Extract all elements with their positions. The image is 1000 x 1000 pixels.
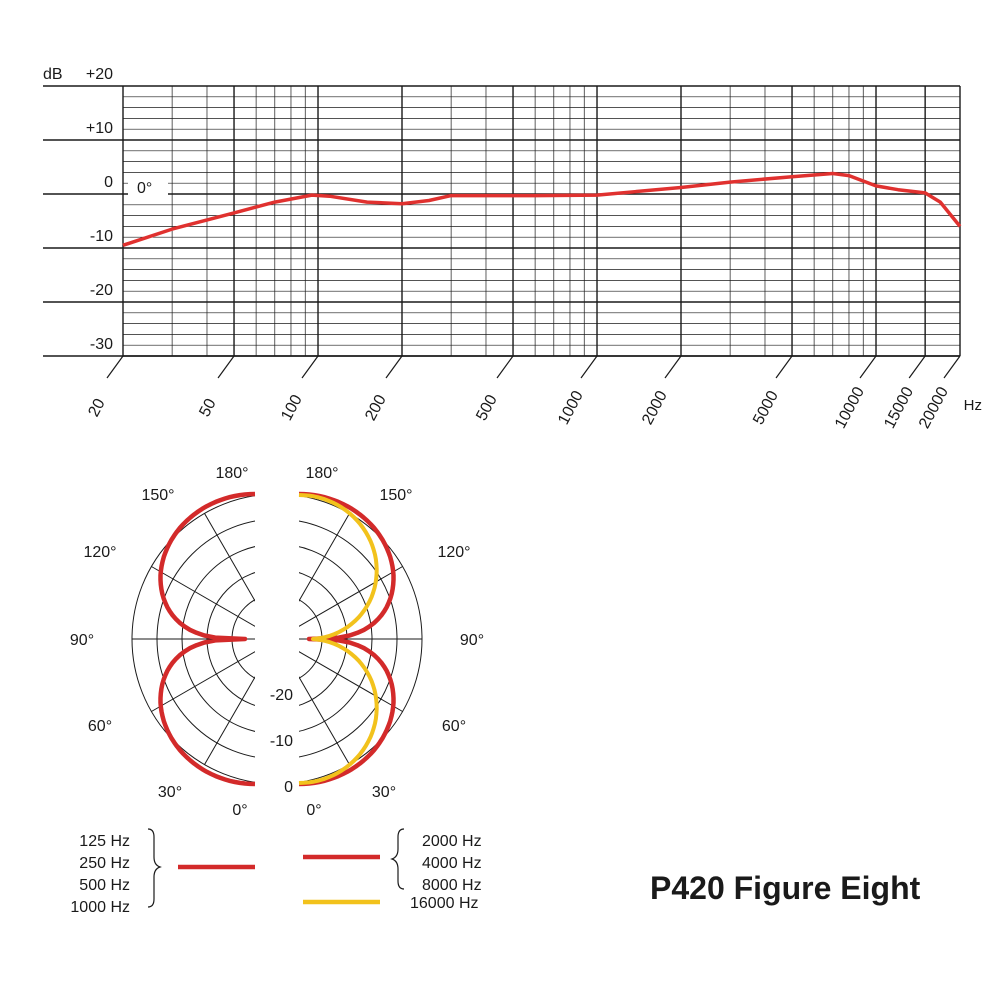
x-tick-mark bbox=[859, 355, 877, 379]
x-tick-mark bbox=[775, 355, 793, 379]
x-tick-label: 200 bbox=[362, 392, 390, 424]
x-tick-mark bbox=[106, 355, 124, 379]
polar-curve-left-figure-eight bbox=[158, 491, 256, 787]
frequency-response-chart: +20 +10 0 -10 -20 -30 dB 20 50 100 200 500 1000 2000 5… bbox=[43, 66, 982, 432]
polar-curve-right-figure-eight bbox=[298, 491, 396, 787]
legend-item-left: 250 Hz bbox=[79, 855, 130, 872]
x-tick-mark bbox=[943, 355, 961, 379]
legend: 125 Hz 250 Hz 500 Hz 1000 Hz 2000 Hz 4000 Hz 8… bbox=[70, 828, 482, 916]
x-tick-label: 10000 bbox=[832, 384, 868, 431]
x-unit-label: Hz bbox=[964, 397, 982, 414]
angle-label-right: 60° bbox=[442, 718, 466, 735]
x-tick-mark bbox=[580, 355, 598, 379]
angle-label-right: 120° bbox=[437, 544, 470, 561]
radial-db-label: 0 bbox=[284, 779, 293, 796]
radial-db-label: -10 bbox=[270, 733, 293, 750]
x-tick-label: 1000 bbox=[555, 388, 587, 427]
angle-label-left: 0° bbox=[232, 802, 247, 819]
angle-label-right: 180° bbox=[305, 465, 338, 482]
legend-item-left: 1000 Hz bbox=[70, 899, 130, 916]
x-tick-mark bbox=[301, 355, 319, 379]
x-tick-label: 500 bbox=[473, 392, 501, 424]
y-unit-label: dB bbox=[43, 66, 63, 83]
legend-brace-right bbox=[390, 828, 405, 890]
x-tick-label: 50 bbox=[196, 396, 219, 420]
angle-label-right: 150° bbox=[379, 487, 412, 504]
legend-item-left: 500 Hz bbox=[79, 877, 130, 894]
x-tick-mark bbox=[496, 355, 514, 379]
angle-annotation: 0° bbox=[137, 180, 152, 197]
polar-center-ring bbox=[262, 624, 292, 654]
x-tick-label: 2000 bbox=[639, 388, 671, 427]
legend-item-left: 125 Hz bbox=[79, 833, 130, 850]
x-tick-label: 15000 bbox=[881, 384, 917, 431]
angle-label-left: 120° bbox=[83, 544, 116, 561]
y-tick-label: -30 bbox=[90, 336, 113, 353]
response-curve bbox=[122, 171, 962, 247]
angle-label-left: 180° bbox=[215, 465, 248, 482]
legend-item-right: 2000 Hz bbox=[422, 833, 482, 850]
legend-item-right: 8000 Hz bbox=[422, 877, 482, 894]
x-tick-label: 100 bbox=[278, 392, 306, 424]
x-tick-mark bbox=[664, 355, 682, 379]
x-tick-label: 20000 bbox=[916, 384, 952, 431]
polar-pattern-chart: 180° 150° 120° 90° 60° 30° 0° 180° 150° 120° 90° 60… bbox=[70, 465, 484, 819]
angle-label-right: 90° bbox=[460, 632, 484, 649]
y-tick-label: +10 bbox=[86, 120, 113, 137]
angle-label-left: 150° bbox=[141, 487, 174, 504]
x-tick-label: 5000 bbox=[750, 388, 782, 427]
angle-label-left: 30° bbox=[158, 784, 182, 801]
angle-label-right: 0° bbox=[306, 802, 321, 819]
angle-label-right: 30° bbox=[372, 784, 396, 801]
legend-brace-left bbox=[147, 828, 162, 908]
legend-item-right: 4000 Hz bbox=[422, 855, 482, 872]
y-tick-label: 0 bbox=[104, 174, 113, 191]
y-tick-label: -10 bbox=[90, 228, 113, 245]
product-title: P420 Figure Eight bbox=[650, 870, 921, 906]
y-tick-label: +20 bbox=[86, 66, 113, 83]
x-tick-mark bbox=[908, 355, 926, 379]
y-tick-label: -20 bbox=[90, 282, 113, 299]
annotation-box bbox=[128, 174, 168, 198]
legend-item-high: 16000 Hz bbox=[410, 895, 479, 912]
angle-label-left: 60° bbox=[88, 718, 112, 735]
x-tick-mark bbox=[217, 355, 235, 379]
polar-curve-right-figure-eight-narrow bbox=[298, 493, 379, 785]
angle-label-left: 90° bbox=[70, 632, 94, 649]
x-tick-label: 20 bbox=[85, 396, 108, 420]
x-tick-mark bbox=[385, 355, 403, 379]
radial-db-label: -20 bbox=[270, 687, 293, 704]
